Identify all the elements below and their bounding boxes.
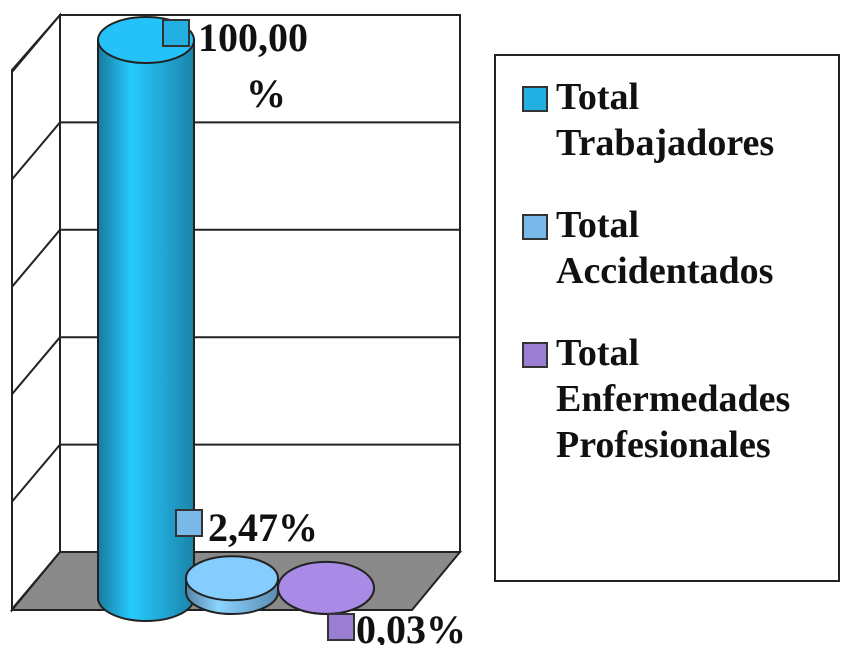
grid-line [11,443,61,503]
grid-line [11,14,61,73]
legend-label: Total Trabajadores [556,76,775,164]
grid-line [11,229,61,288]
bar-top [185,555,279,602]
legend-label: Total Accidentados [556,204,774,292]
legend-entry: Total Accidentados [522,202,838,294]
legend-swatch [522,214,548,240]
grid-line [11,336,61,395]
legend-swatch [522,342,548,368]
legend-label: Total Enfermedades Profesionales [556,332,791,466]
legend: Total Trabajadores Total Accidentados Tota… [494,54,840,582]
data-label: 100,00% [198,15,308,116]
data-label: 2,47% [208,505,318,550]
bar-top [277,560,375,615]
label-key [162,19,190,47]
grid-line [11,121,61,181]
side-wall [11,12,61,613]
legend-swatch [522,86,548,112]
legend-entry: Total Enfermedades Profesionales [522,330,838,468]
label-key [327,613,355,641]
data-label: 0,03% [356,607,466,645]
grid-line [11,551,61,610]
legend-entry: Total Trabajadores [522,74,838,166]
label-key [175,509,203,537]
